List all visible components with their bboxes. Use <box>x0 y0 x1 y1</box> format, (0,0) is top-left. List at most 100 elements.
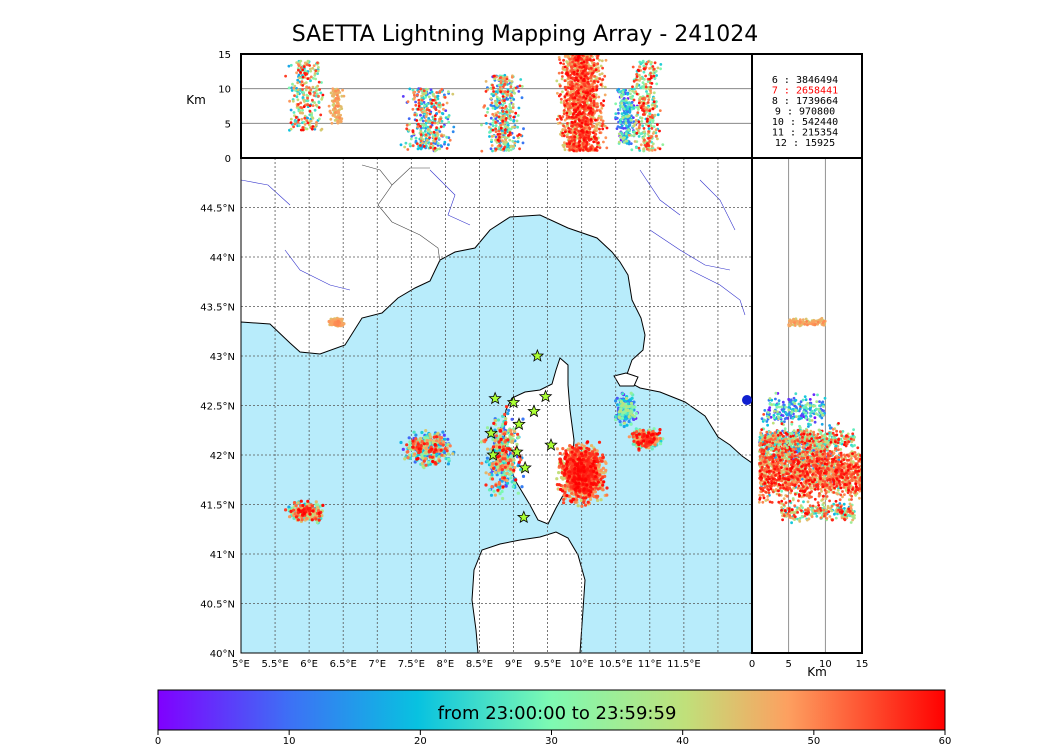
altitude-source <box>334 89 337 93</box>
altitude-source <box>309 79 312 83</box>
lightning-source <box>406 450 410 454</box>
altitude-source <box>439 144 443 148</box>
lightning-source <box>492 421 496 425</box>
altitude-source <box>329 117 333 121</box>
lightning-source <box>651 429 655 433</box>
lightning-source <box>448 444 452 448</box>
altitude-source <box>501 139 504 143</box>
altitude-source <box>316 61 319 65</box>
lightning-source <box>558 464 562 468</box>
altitude-source <box>499 126 503 130</box>
lightning-source <box>655 432 660 436</box>
altitude-source <box>407 117 411 120</box>
altitude-source <box>302 82 306 85</box>
altitude-source <box>419 113 422 117</box>
lightning-source <box>570 499 574 503</box>
altitude-source <box>308 104 312 108</box>
altitude-source <box>492 90 495 93</box>
altitude-source <box>503 124 507 128</box>
corsica-island <box>503 357 575 525</box>
lightning-source <box>573 453 577 457</box>
altitude-source <box>340 94 344 98</box>
lightning-source <box>296 501 300 505</box>
altitude-source <box>408 122 411 126</box>
lightning-source <box>595 449 599 453</box>
altitude-source <box>303 61 307 65</box>
lightning-source <box>658 436 662 441</box>
altitude-source <box>290 89 294 92</box>
altitude-source <box>443 96 447 99</box>
lightning-source <box>499 464 503 469</box>
lightning-source <box>487 472 491 476</box>
lightning-source <box>628 404 632 409</box>
altitude-source <box>501 110 505 113</box>
altitude-source <box>421 110 424 114</box>
altitude-source <box>512 98 516 101</box>
altitude-source <box>299 66 303 69</box>
altitude-source <box>439 125 443 129</box>
lightning-source <box>582 487 586 491</box>
altitude-source <box>423 129 427 133</box>
altitude-source <box>491 124 495 128</box>
lightning-source <box>424 463 428 467</box>
lightning-source <box>616 403 620 407</box>
lightning-source <box>512 427 516 431</box>
altitude-source <box>491 106 495 110</box>
lightning-source <box>560 471 564 475</box>
lightning-source <box>565 494 569 498</box>
lightning-source <box>593 466 598 470</box>
altitude-source <box>306 99 310 102</box>
lightning-source <box>622 424 626 429</box>
altitude-source <box>427 117 431 120</box>
altitude-source <box>303 123 307 126</box>
altitude-source <box>440 111 444 115</box>
altitude-source <box>602 140 605 144</box>
lightning-source <box>434 448 438 452</box>
lightning-source <box>510 432 514 436</box>
altitude-source <box>309 88 313 92</box>
station-star <box>544 437 558 451</box>
lightning-source <box>420 461 425 465</box>
altitude-source <box>434 101 438 105</box>
altitude-source <box>327 104 331 108</box>
lightning-source <box>556 487 560 491</box>
lightning-source <box>599 459 603 463</box>
lightning-source <box>414 433 418 437</box>
altitude-source <box>319 91 323 95</box>
altitude-source <box>433 114 437 117</box>
altitude-source <box>489 147 493 151</box>
altitude-source <box>503 90 507 94</box>
altitude-source <box>338 116 341 120</box>
lightning-source <box>510 439 515 443</box>
lightning-source <box>652 427 656 431</box>
altitude-source <box>436 121 440 125</box>
altitude-source <box>332 102 336 106</box>
altitude-source <box>565 60 568 63</box>
altitude-source <box>311 104 315 107</box>
lightning-source <box>294 504 298 508</box>
altitude-source <box>511 110 514 114</box>
altitude-source <box>336 97 340 100</box>
lightning-source <box>415 445 419 449</box>
altitude-source <box>498 132 502 136</box>
lightning-source <box>591 475 595 479</box>
altitude-source <box>435 91 439 94</box>
altitude-source <box>498 135 501 139</box>
altitude-source <box>335 101 339 105</box>
altitude-source <box>303 116 307 120</box>
lightning-source <box>620 404 624 408</box>
altitude-source <box>331 87 335 91</box>
lightning-source <box>425 439 429 443</box>
lightning-source <box>596 460 600 464</box>
altitude-source <box>409 137 413 141</box>
altitude-source <box>498 101 501 105</box>
altitude-source <box>505 140 508 144</box>
lightning-source <box>589 485 593 489</box>
altitude-source <box>422 89 426 93</box>
altitude-source <box>429 88 433 92</box>
altitude-source <box>296 81 300 85</box>
altitude-source <box>336 104 340 108</box>
lightning-source <box>598 473 602 477</box>
lightning-source <box>626 408 630 413</box>
altitude-source <box>296 120 300 124</box>
